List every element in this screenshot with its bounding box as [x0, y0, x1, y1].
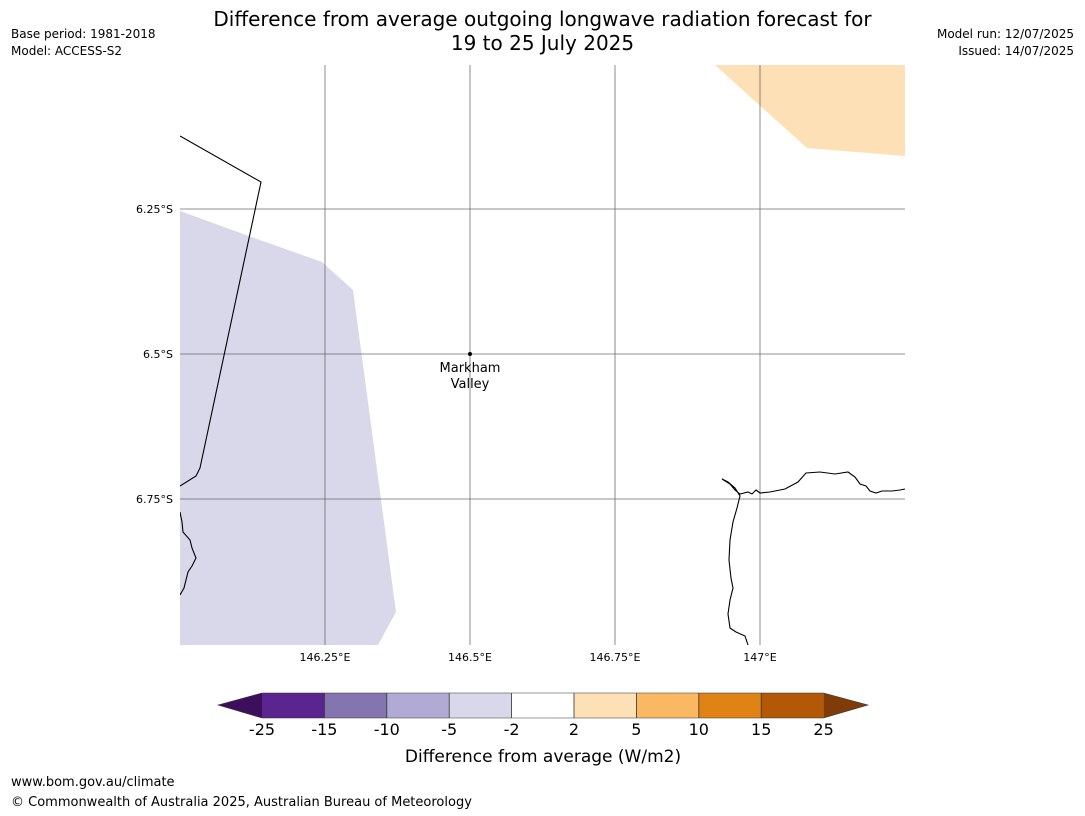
gridlines	[180, 65, 905, 645]
markham-valley-marker	[468, 352, 472, 356]
lon-label-146-25: 146.25°E	[300, 651, 351, 664]
place-label-line1: Markham	[440, 361, 501, 376]
colorbar-tick: -25	[249, 720, 275, 739]
colorbar-segment	[636, 693, 699, 718]
lon-label-146-75: 146.75°E	[590, 651, 641, 664]
negative-anomaly-region	[180, 211, 396, 645]
lat-label-6-5: 6.5°S	[143, 348, 173, 361]
positive-anomaly-region	[715, 65, 905, 156]
colorbar-tick: 25	[813, 720, 833, 739]
colorbar-segment	[262, 693, 325, 718]
model-run-text: Model run: 12/07/2025	[936, 27, 1074, 41]
colorbar-segment	[698, 693, 762, 718]
copyright-text: © Commonwealth of Australia 2025, Austra…	[11, 795, 472, 810]
colorbar-tick: -2	[504, 720, 520, 739]
lon-label-147: 147°E	[743, 651, 776, 664]
colorbar-extend-low	[218, 693, 262, 718]
colorbar-extend-high	[823, 693, 868, 718]
colorbar-segment	[386, 693, 450, 718]
border-line	[180, 135, 262, 487]
coastline-west	[180, 511, 197, 596]
colorbar: -25 -15 -10 -5 -2 2 5 10 15 25 Differenc…	[216, 692, 870, 767]
colorbar-segment	[761, 693, 824, 718]
colorbar-segment	[449, 693, 512, 718]
colorbar-segment	[324, 693, 387, 718]
colorbar-segment	[511, 693, 574, 718]
map-area: Markham Valley	[180, 65, 905, 645]
colorbar-tick: -10	[374, 720, 400, 739]
map-title: Difference from average outgoing longwav…	[0, 7, 1085, 55]
title-line-2: 19 to 25 July 2025	[450, 31, 635, 55]
colorbar-tick: 2	[569, 720, 579, 739]
colorbar-tick: 10	[689, 720, 709, 739]
colorbar-tick: -5	[441, 720, 457, 739]
colorbar-title: Difference from average (W/m2)	[405, 747, 681, 767]
colorbar-tick: 15	[751, 720, 771, 739]
model-text: Model: ACCESS-S2	[11, 44, 123, 58]
place-label-line2: Valley	[451, 377, 490, 392]
lon-label-146-5: 146.5°E	[448, 651, 492, 664]
base-period-text: Base period: 1981-2018	[11, 27, 156, 41]
website-link[interactable]: www.bom.gov.au/climate	[11, 775, 175, 790]
lat-label-6-75: 6.75°S	[136, 493, 173, 506]
colorbar-tick: -15	[311, 720, 337, 739]
title-line-1: Difference from average outgoing longwav…	[213, 7, 872, 31]
lat-label-6-25: 6.25°S	[136, 203, 173, 216]
issued-text: Issued: 14/07/2025	[958, 44, 1074, 58]
colorbar-segment	[574, 693, 637, 718]
coastline-east	[721, 471, 905, 645]
colorbar-tick: 5	[631, 720, 641, 739]
